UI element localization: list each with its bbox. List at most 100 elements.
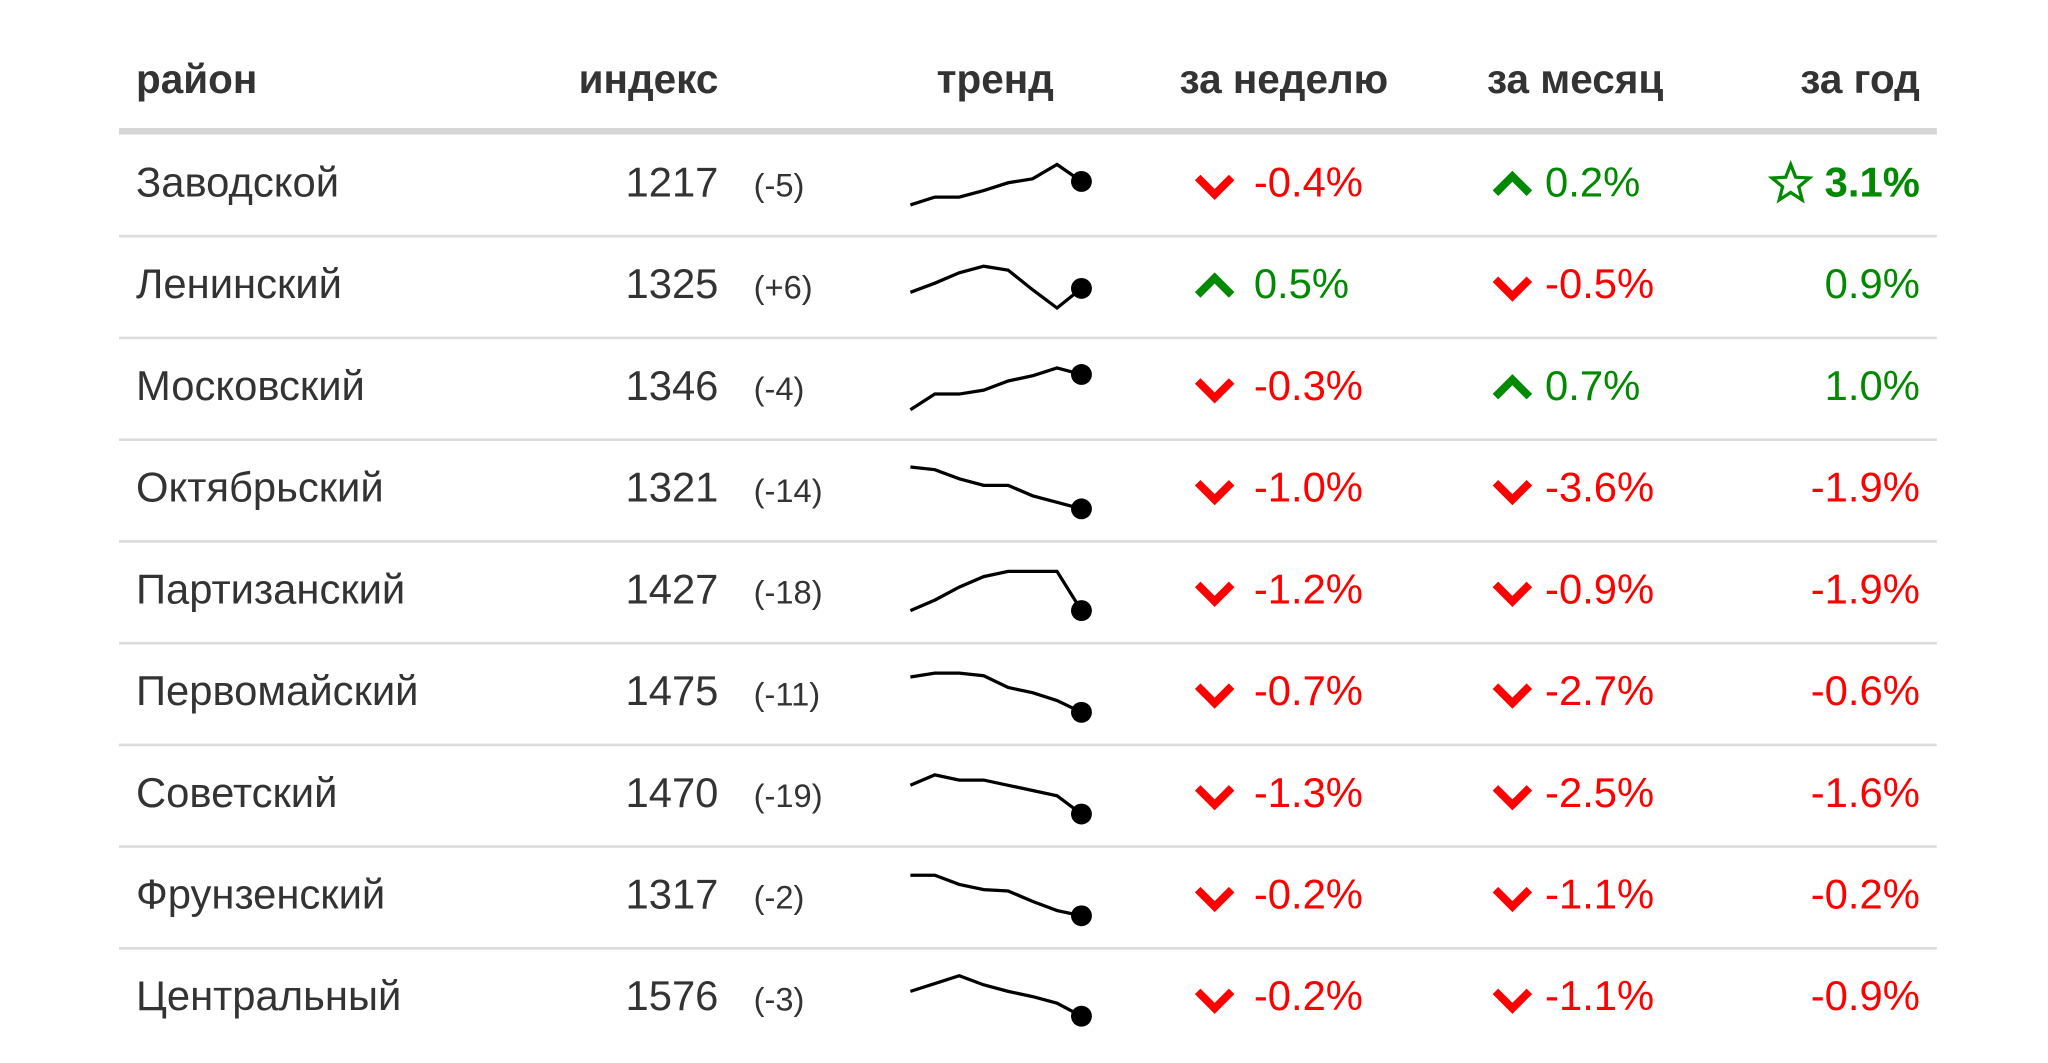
year-change: 3.1%	[1825, 158, 1920, 205]
week-change: -1.2%	[1254, 565, 1363, 612]
column-header: за неделю	[1179, 56, 1388, 102]
index-change: (-11)	[754, 675, 820, 712]
index-value: 1346	[625, 362, 718, 409]
year-change: -1.9%	[1811, 464, 1920, 511]
month-change: -1.1%	[1545, 871, 1654, 918]
arrow-down	[1492, 886, 1533, 913]
district-name: Первомайский	[136, 667, 419, 714]
arrow-down	[1194, 785, 1235, 811]
week-change: -0.7%	[1254, 667, 1363, 714]
arrow-down	[1492, 683, 1533, 709]
index-change: (+6)	[754, 268, 813, 305]
arrow-up	[1194, 272, 1235, 298]
arrow-up	[1492, 374, 1533, 400]
sparkline	[909, 162, 1083, 207]
district-name: Октябрьский	[136, 464, 384, 511]
arrow-down	[1194, 378, 1235, 404]
sparkline-endpoint	[1071, 600, 1092, 622]
arrow-down	[1194, 581, 1235, 607]
year-change: -1.6%	[1811, 769, 1920, 816]
index-change: (-4)	[754, 370, 805, 407]
index-value: 1217	[625, 158, 718, 205]
index-change: (-18)	[754, 574, 823, 611]
sparkline	[910, 671, 1083, 714]
sparkline-endpoint	[1071, 171, 1092, 192]
sparkline	[909, 773, 1083, 816]
sparkline	[909, 569, 1083, 613]
sparkline	[909, 264, 1083, 311]
month-change: -0.5%	[1545, 260, 1654, 307]
year-change: 1.0%	[1825, 362, 1920, 409]
index-value: 1470	[625, 769, 718, 816]
sparkline	[909, 973, 1083, 1018]
arrow-down	[1194, 886, 1235, 913]
arrow-down	[1492, 988, 1533, 1014]
week-change: -0.3%	[1254, 362, 1363, 409]
header-rule	[119, 127, 1937, 135]
column-header: за год	[1800, 56, 1920, 102]
district-name: Московский	[136, 362, 365, 409]
arrow-down	[1492, 479, 1533, 506]
district-name: Партизанский	[136, 565, 405, 612]
index-value: 1321	[625, 464, 718, 511]
column-header: тренд	[937, 56, 1054, 102]
week-change: -1.3%	[1254, 769, 1363, 816]
arrow-down	[1492, 276, 1533, 302]
arrow-up	[1492, 170, 1533, 196]
column-header: район	[136, 56, 257, 102]
index-value: 1475	[625, 667, 718, 714]
year-change: 0.9%	[1825, 260, 1920, 307]
month-change: -0.9%	[1545, 565, 1654, 612]
week-change: -0.2%	[1254, 871, 1363, 918]
month-change: -2.7%	[1545, 667, 1654, 714]
arrow-down	[1492, 785, 1533, 811]
index-change: (-3)	[754, 980, 805, 1017]
arrow-down	[1194, 479, 1235, 506]
district-name: Ленинский	[136, 260, 342, 307]
sparkline	[909, 366, 1082, 412]
year-change: -0.6%	[1811, 667, 1920, 714]
year-change: -1.9%	[1811, 565, 1920, 612]
month-change: 0.2%	[1545, 158, 1640, 205]
week-change: 0.5%	[1254, 260, 1349, 307]
arrow-down	[1492, 581, 1533, 607]
index-change: (-19)	[754, 777, 823, 814]
index-value: 1576	[625, 972, 718, 1019]
column-header: индекс	[579, 56, 719, 102]
district-name: Центральный	[136, 972, 401, 1019]
sparkline-endpoint	[1071, 803, 1092, 825]
district-name: Советский	[136, 769, 337, 816]
sparkline-endpoint	[1071, 1005, 1092, 1027]
sparkline-endpoint	[1071, 498, 1092, 520]
sparkline	[910, 465, 1082, 511]
column-header: за месяц	[1487, 56, 1663, 102]
index-change: (-2)	[754, 879, 805, 916]
arrow-down	[1194, 174, 1235, 201]
index-change: (-5)	[754, 167, 805, 204]
index-value: 1325	[625, 260, 718, 307]
month-change: -2.5%	[1545, 769, 1654, 816]
month-change: -3.6%	[1545, 464, 1654, 511]
star-icon	[1767, 159, 1814, 204]
arrow-down	[1194, 988, 1235, 1014]
year-change: -0.9%	[1811, 972, 1920, 1019]
district-name: Заводской	[136, 158, 339, 205]
week-change: -1.0%	[1254, 464, 1363, 511]
month-change: -1.1%	[1545, 972, 1654, 1019]
index-value: 1427	[625, 565, 718, 612]
sparkline-endpoint	[1071, 701, 1092, 723]
week-change: -0.2%	[1254, 972, 1363, 1019]
sparkline-endpoint	[1071, 277, 1092, 299]
index-change: (-14)	[754, 472, 823, 509]
sparkline-endpoint	[1071, 364, 1092, 385]
sparkline	[910, 873, 1082, 918]
index-value: 1317	[625, 871, 718, 918]
month-change: 0.7%	[1545, 362, 1640, 409]
arrow-down	[1194, 683, 1235, 709]
week-change: -0.4%	[1254, 158, 1363, 205]
year-change: -0.2%	[1811, 871, 1920, 918]
district-name: Фрунзенский	[136, 871, 385, 918]
sparkline-endpoint	[1071, 905, 1092, 927]
